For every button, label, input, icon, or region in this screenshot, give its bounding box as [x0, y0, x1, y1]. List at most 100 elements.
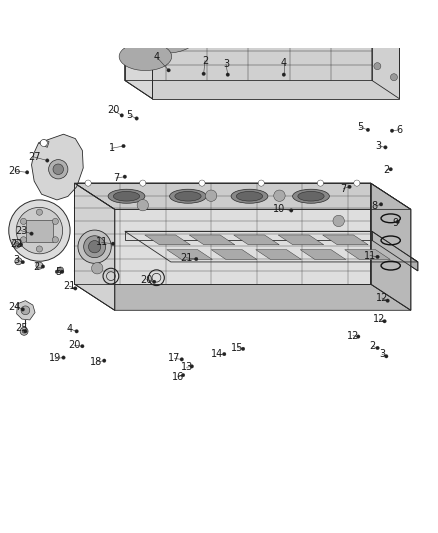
Ellipse shape [119, 43, 172, 70]
Circle shape [140, 180, 146, 186]
Circle shape [385, 354, 388, 358]
Polygon shape [372, 0, 399, 99]
Circle shape [354, 180, 360, 186]
Text: 21: 21 [63, 281, 75, 291]
Circle shape [49, 159, 68, 179]
Text: 10: 10 [273, 204, 286, 214]
Circle shape [9, 200, 70, 261]
Circle shape [15, 258, 22, 265]
Circle shape [333, 215, 344, 227]
Text: 20: 20 [68, 341, 81, 350]
Ellipse shape [113, 191, 140, 201]
Circle shape [180, 358, 184, 361]
Polygon shape [323, 235, 368, 245]
Polygon shape [74, 183, 411, 209]
Circle shape [20, 327, 28, 335]
Text: 2: 2 [202, 55, 208, 66]
Polygon shape [125, 80, 399, 99]
Circle shape [167, 69, 170, 72]
Ellipse shape [231, 189, 268, 203]
Circle shape [21, 308, 25, 311]
Text: 4: 4 [66, 324, 72, 334]
Text: 14: 14 [211, 349, 223, 359]
Text: 17: 17 [168, 353, 180, 364]
Circle shape [62, 356, 65, 359]
Text: 12: 12 [376, 293, 388, 303]
Circle shape [55, 270, 59, 273]
Circle shape [374, 21, 381, 28]
Text: 27: 27 [28, 152, 40, 162]
Polygon shape [26, 220, 53, 241]
Text: 12: 12 [373, 314, 385, 324]
Text: 13: 13 [180, 362, 193, 372]
Circle shape [21, 306, 30, 314]
Text: 2: 2 [383, 165, 389, 175]
Circle shape [357, 335, 360, 338]
Circle shape [202, 72, 205, 76]
Ellipse shape [170, 189, 206, 203]
Circle shape [88, 240, 101, 253]
Text: 25: 25 [15, 323, 27, 333]
Text: 2: 2 [369, 341, 375, 351]
Circle shape [389, 167, 392, 171]
Circle shape [25, 171, 29, 174]
Circle shape [205, 190, 217, 201]
Text: 15: 15 [231, 343, 244, 352]
Circle shape [46, 159, 49, 162]
Polygon shape [278, 235, 324, 245]
Text: 11: 11 [364, 251, 376, 261]
Circle shape [21, 237, 27, 243]
Polygon shape [145, 235, 191, 245]
Text: 4: 4 [154, 52, 160, 62]
Polygon shape [152, 0, 399, 99]
Circle shape [52, 237, 58, 243]
Text: 1: 1 [109, 143, 115, 154]
Text: 19: 19 [49, 353, 61, 364]
Text: 8: 8 [372, 201, 378, 211]
Circle shape [383, 319, 386, 323]
Circle shape [21, 260, 25, 264]
Circle shape [85, 180, 91, 186]
Ellipse shape [127, 0, 205, 18]
Polygon shape [125, 231, 418, 262]
Circle shape [21, 219, 27, 224]
Ellipse shape [237, 191, 263, 201]
Text: 6: 6 [396, 125, 403, 135]
Polygon shape [189, 235, 235, 245]
Circle shape [396, 220, 399, 223]
Polygon shape [211, 249, 257, 260]
Polygon shape [345, 249, 390, 260]
Circle shape [376, 346, 379, 350]
Circle shape [57, 267, 64, 273]
Circle shape [135, 117, 138, 120]
Ellipse shape [134, 18, 198, 53]
Circle shape [120, 114, 124, 117]
Circle shape [53, 164, 64, 174]
Circle shape [390, 129, 394, 133]
Text: 7: 7 [340, 183, 346, 193]
Circle shape [16, 207, 63, 254]
Circle shape [36, 262, 43, 269]
Circle shape [92, 263, 103, 274]
Text: 5: 5 [127, 110, 133, 120]
Circle shape [226, 73, 230, 76]
Circle shape [390, 74, 397, 80]
Circle shape [274, 190, 285, 201]
Circle shape [60, 270, 64, 273]
Circle shape [41, 265, 45, 268]
Circle shape [223, 352, 226, 356]
Text: 20: 20 [141, 274, 153, 285]
Polygon shape [125, 0, 372, 80]
Circle shape [12, 239, 21, 248]
Polygon shape [74, 183, 371, 284]
Polygon shape [74, 183, 115, 310]
Circle shape [194, 257, 198, 261]
Circle shape [152, 280, 156, 284]
Text: 5: 5 [357, 122, 363, 132]
Circle shape [390, 32, 397, 39]
Circle shape [36, 246, 42, 252]
Circle shape [81, 344, 84, 348]
Polygon shape [256, 249, 301, 260]
Polygon shape [125, 231, 372, 240]
Polygon shape [372, 231, 418, 271]
